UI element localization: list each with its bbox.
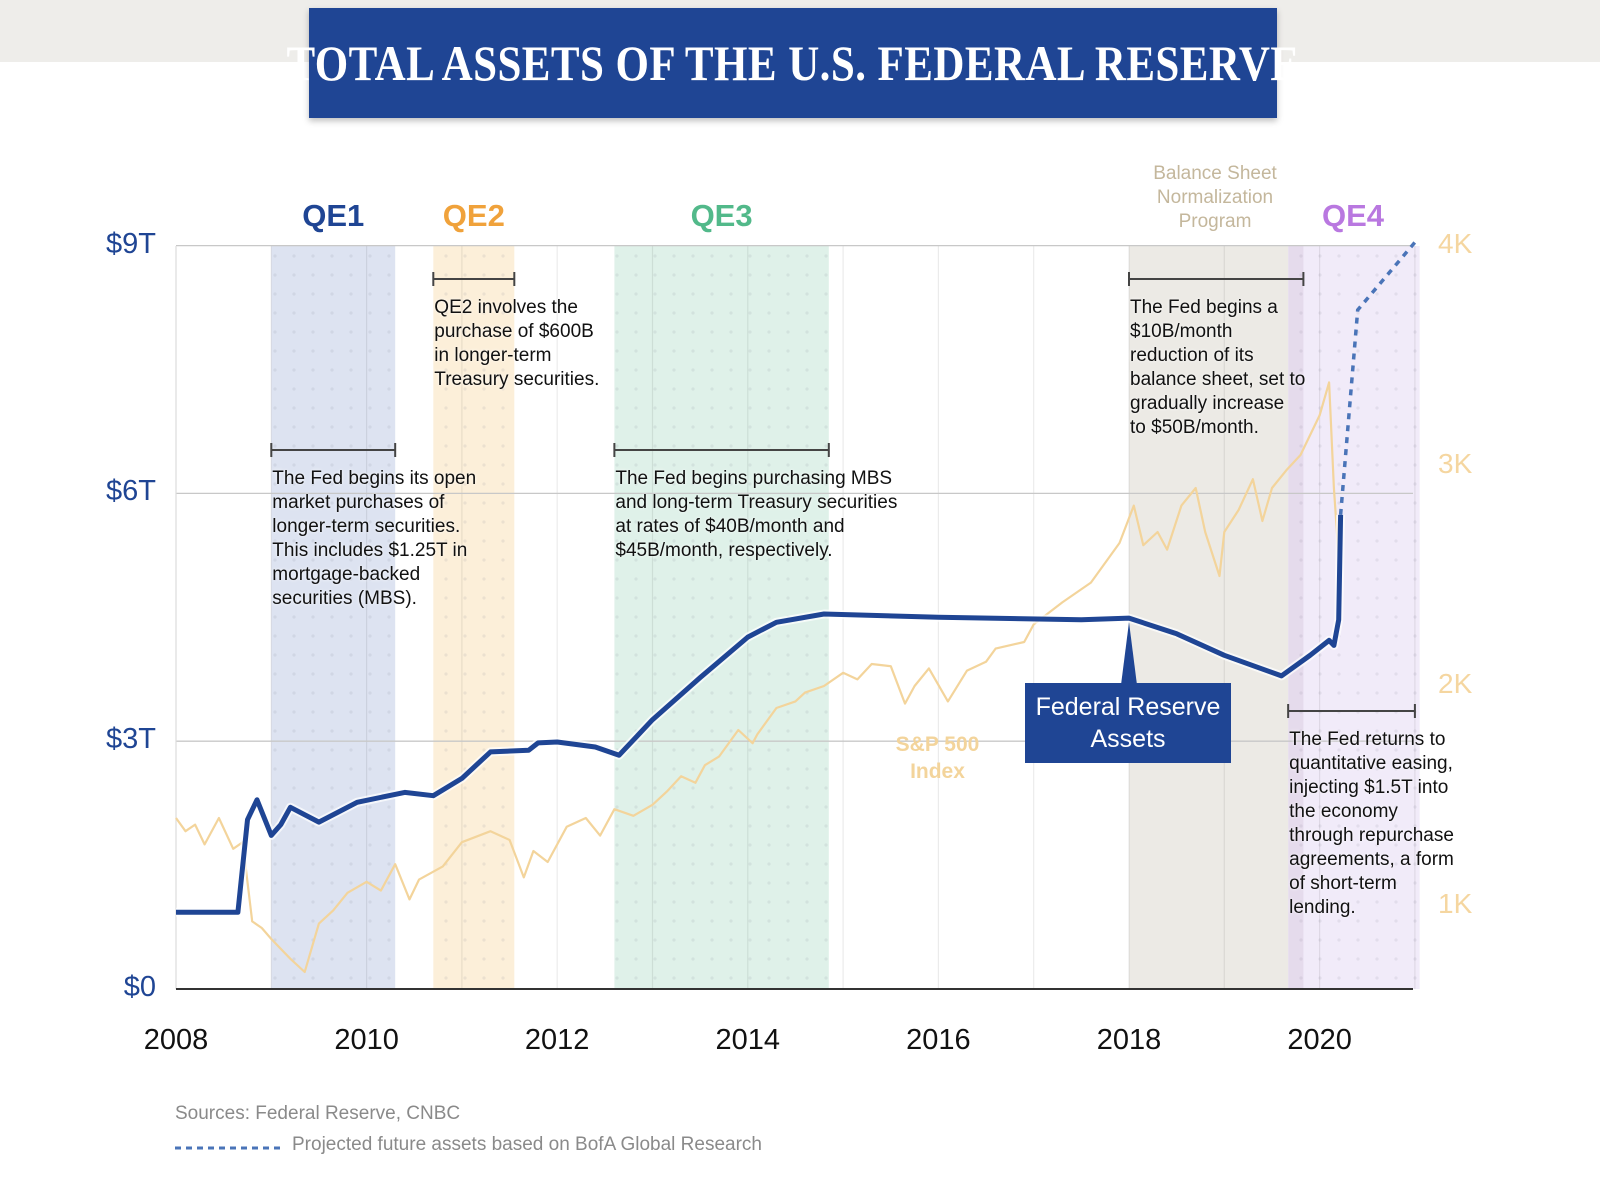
period-label-normalization: Balance Sheet Normalization Program <box>1153 163 1277 232</box>
y-tick-label-left: $6T <box>106 475 156 508</box>
period-overlap <box>1288 246 1304 989</box>
y-tick-label-right: 2K <box>1438 668 1473 699</box>
fed-assets-line <box>176 514 1344 915</box>
snp-index-label: S&P 500 Index <box>895 733 980 783</box>
x-tick-label: 2018 <box>1096 1024 1162 1056</box>
period-band-3 <box>1129 246 1289 989</box>
x-tick-label: 2012 <box>524 1024 590 1056</box>
projection-legend-label: Projected future assets based on BofA Gl… <box>292 1134 762 1155</box>
annotation-note: The Fed returns to quantitative easing, … <box>1289 729 1454 918</box>
y-tick-label-left: $3T <box>106 723 156 756</box>
y-tick-label-left: $9T <box>106 227 156 260</box>
x-tick-label: 2010 <box>334 1024 399 1056</box>
period-dots-1 <box>433 246 515 989</box>
projected-assets-line <box>1338 241 1417 516</box>
snp-500-line <box>175 381 1342 974</box>
chart-title: TOTAL ASSETS OF THE U.S. FEDERAL RESERVE <box>286 35 1300 91</box>
period-label-qe3: QE3 <box>690 198 753 233</box>
y-tick-label-left: $0 <box>123 971 156 1003</box>
sources-note: Sources: Federal Reserve, CNBC <box>175 1103 461 1124</box>
x-tick-label: 2008 <box>143 1024 209 1056</box>
period-dots-0 <box>271 246 396 989</box>
x-tick-label: 2016 <box>906 1024 971 1056</box>
x-tick-label: 2014 <box>715 1024 781 1056</box>
period-label-qe1: QE1 <box>302 198 365 233</box>
period-label-qe2: QE2 <box>442 198 505 233</box>
y-tick-label-right: 4K <box>1438 228 1473 259</box>
annotation-note: QE2 involves the purchase of $600B in lo… <box>434 297 600 390</box>
annotation-note: The Fed begins a $10B/month reduction of… <box>1130 297 1306 438</box>
annotation-note: The Fed begins its open market purchases… <box>272 468 477 609</box>
fed-label-pointer <box>1121 622 1137 685</box>
period-label-qe4: QE4 <box>1322 198 1385 233</box>
fed-assets-label: Federal Reserve Assets <box>1025 683 1231 763</box>
title-banner: TOTAL ASSETS OF THE U.S. FEDERAL RESERVE <box>287 8 1299 118</box>
x-tick-label: 2020 <box>1287 1024 1352 1056</box>
projection-legend-swatch <box>175 1146 280 1150</box>
y-tick-label-right: 3K <box>1438 448 1473 479</box>
annotation-note: The Fed begins purchasing MBS and long-t… <box>615 468 898 561</box>
y-tick-label-right: 1K <box>1438 888 1473 919</box>
